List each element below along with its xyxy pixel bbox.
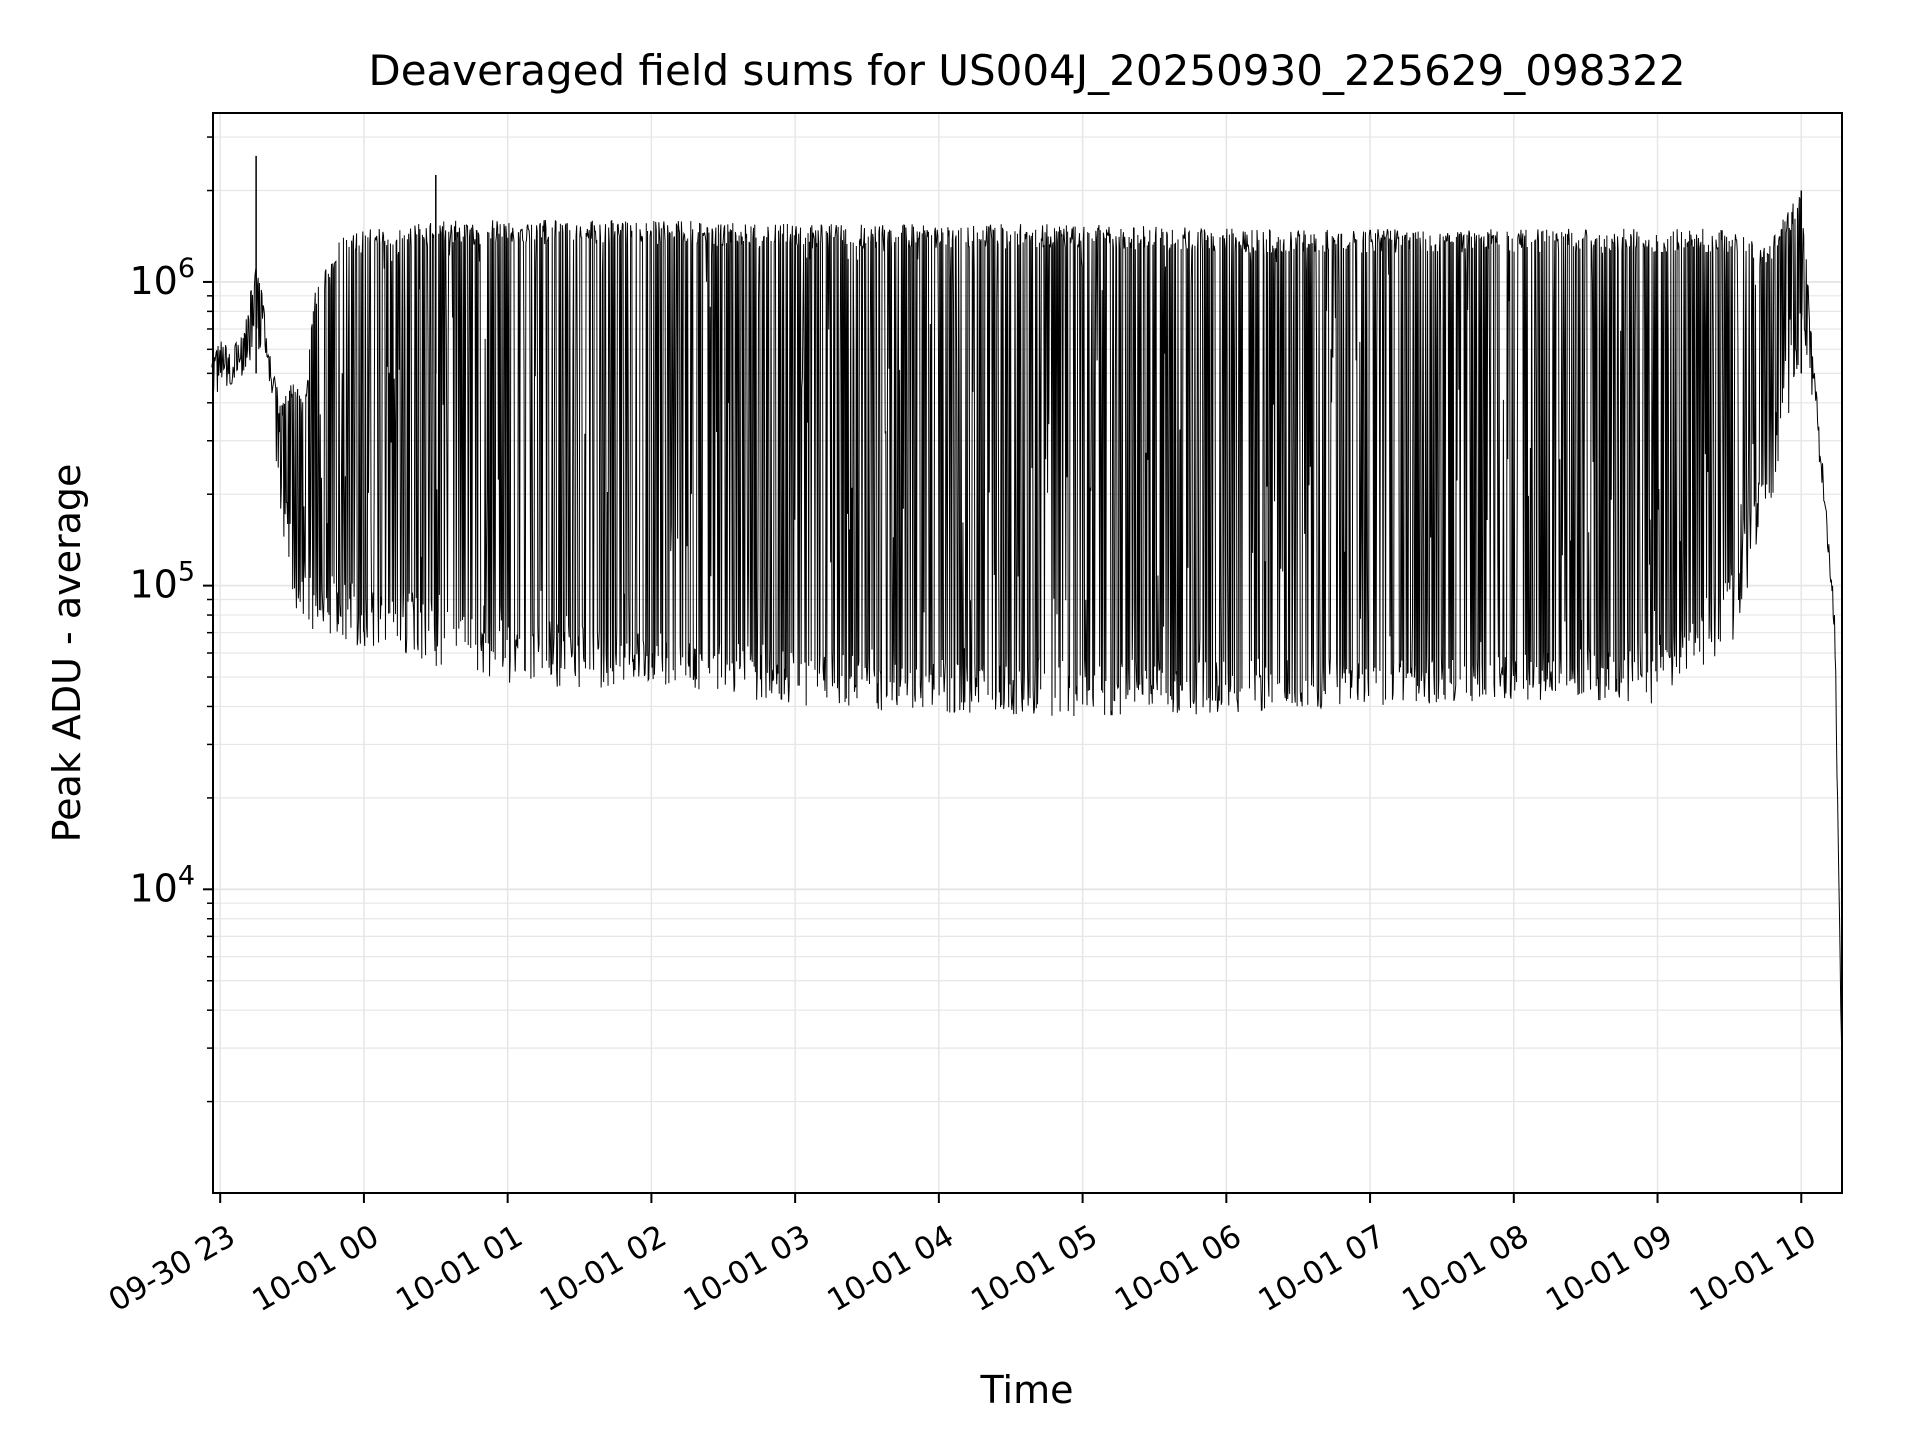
y-axis-label: Peak ADU - average <box>45 464 89 843</box>
data-layer <box>211 155 1843 1073</box>
y-tick-label: 104 <box>129 860 195 910</box>
series-line <box>211 197 1843 1073</box>
y-tick-label: 106 <box>129 253 195 303</box>
chart-title: Deaveraged field sums for US004J_2025093… <box>368 46 1685 95</box>
y-tick-label: 105 <box>129 557 195 607</box>
x-axis-label: Time <box>980 1368 1074 1412</box>
